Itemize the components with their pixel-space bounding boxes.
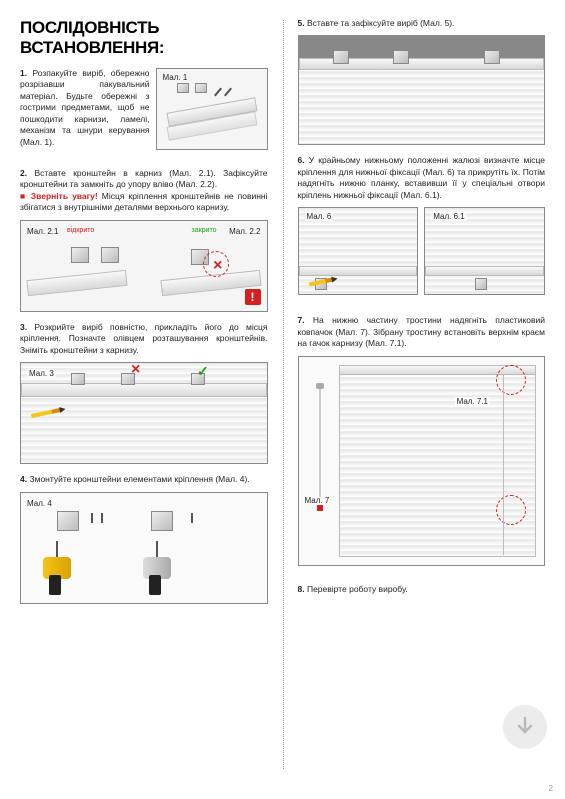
step-1-text: 1. Розпакуйте виріб, обережно розрізавши… bbox=[20, 68, 150, 160]
page-number: 2 bbox=[549, 784, 553, 793]
step-6-num: 6. bbox=[298, 155, 305, 165]
step-4-body: Змонтуйте кронштейни елементами кріпленн… bbox=[29, 474, 249, 484]
warning-icon: ! bbox=[245, 289, 261, 305]
step-2-body: Вставте кронштейн в карниз (Мал. 2.1). З… bbox=[20, 168, 268, 189]
page-title: ПОСЛІДОВНІСТЬ ВСТАНОВЛЕННЯ: bbox=[20, 18, 268, 58]
step-8-body: Перевірте роботу виробу. bbox=[307, 584, 408, 594]
step-5-text: 5. Вставте та зафіксуйте виріб (Мал. 5). bbox=[298, 18, 546, 29]
figure-6-1-label: Мал. 6.1 bbox=[431, 212, 466, 221]
step-1-body: Розпакуйте виріб, обережно розрізавши па… bbox=[20, 68, 150, 147]
step-5-body: Вставте та зафіксуйте виріб (Мал. 5). bbox=[307, 18, 454, 28]
figure-7-1-label: Мал. 7.1 bbox=[455, 397, 490, 406]
figure-7-label: Мал. 7 bbox=[305, 496, 330, 505]
figure-6-1: Мал. 6.1 bbox=[424, 207, 545, 295]
figure-3: Мал. 3 × ✓ bbox=[20, 362, 268, 464]
step-6-body: У крайньому нижньому положенні жалюзі ви… bbox=[298, 155, 546, 199]
step-1-num: 1. bbox=[20, 68, 27, 78]
step-2-attention-label: ■ Зверніть увагу! bbox=[20, 191, 98, 201]
figure-6: Мал. 6 bbox=[298, 207, 419, 295]
step-3-body: Розкрийте виріб повністю, прикладіть йог… bbox=[20, 322, 268, 355]
step-8-text: 8. Перевірте роботу виробу. bbox=[298, 584, 546, 595]
step-2-text: 2. Вставте кронштейн в карниз (Мал. 2.1)… bbox=[20, 168, 268, 214]
figure-7: Мал. 7 Мал. 7.1 bbox=[298, 356, 546, 566]
step-4-num: 4. bbox=[20, 474, 27, 484]
step-4-text: 4. Змонтуйте кронштейни елементами кріпл… bbox=[20, 474, 268, 485]
step-2-num: 2. bbox=[20, 168, 27, 178]
figure-4-label: Мал. 4 bbox=[27, 499, 52, 508]
figure-2-1-label: Мал. 2.1 bbox=[27, 227, 58, 236]
figure-2-2-status: закрито bbox=[192, 227, 217, 234]
drill-icon bbox=[141, 543, 179, 593]
step-3-text: 3. Розкрийте виріб повністю, прикладіть … bbox=[20, 322, 268, 356]
figure-4: Мал. 4 bbox=[20, 492, 268, 604]
figure-2-1-status: відкрито bbox=[67, 227, 94, 234]
figure-2: Мал. 2.1 відкрито закрито Мал. 2.2 × ! bbox=[20, 220, 268, 312]
check-icon: ✓ bbox=[197, 363, 209, 380]
column-divider bbox=[283, 20, 284, 769]
step-8-num: 8. bbox=[298, 584, 305, 594]
figure-1: Мал. 1 bbox=[156, 68, 268, 150]
figure-6-label: Мал. 6 bbox=[305, 212, 334, 221]
figure-3-label: Мал. 3 bbox=[27, 369, 56, 378]
left-column: ПОСЛІДОВНІСТЬ ВСТАНОВЛЕННЯ: 1. Розпакуйт… bbox=[20, 18, 274, 789]
figure-5: Мал. 5 bbox=[298, 35, 546, 145]
step-3-num: 3. bbox=[20, 322, 27, 332]
step-5-num: 5. bbox=[298, 18, 305, 28]
step-7-text: 7. На нижню частину тростини надягніть п… bbox=[298, 315, 546, 349]
figure-1-label: Мал. 1 bbox=[163, 73, 188, 82]
watermark-icon bbox=[503, 705, 547, 749]
drill-icon bbox=[41, 543, 79, 593]
step-6-text: 6. У крайньому нижньому положенні жалюзі… bbox=[298, 155, 546, 201]
right-column: 5. Вставте та зафіксуйте виріб (Мал. 5).… bbox=[292, 18, 546, 789]
figure-2-2-label: Мал. 2.2 bbox=[229, 227, 260, 236]
step-7-num: 7. bbox=[298, 315, 305, 325]
x-mark-icon: × bbox=[131, 361, 140, 379]
step-7-body: На нижню частину тростини надягніть плас… bbox=[298, 315, 546, 348]
